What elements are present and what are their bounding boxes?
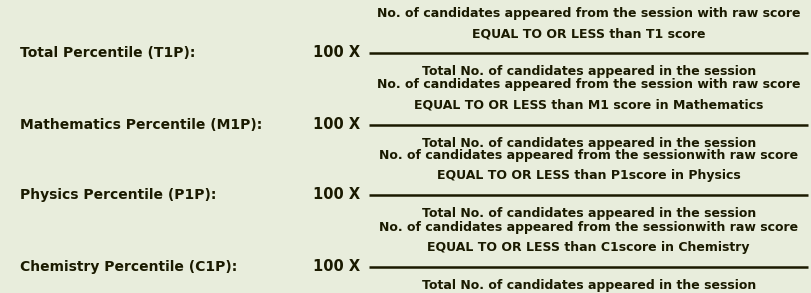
Text: 100 X: 100 X — [312, 259, 359, 274]
Text: 100 X: 100 X — [312, 187, 359, 202]
Text: EQUAL TO OR LESS than P1score in Physics: EQUAL TO OR LESS than P1score in Physics — [436, 169, 740, 182]
Text: No. of candidates appeared from the sessionwith raw score: No. of candidates appeared from the sess… — [379, 149, 797, 162]
Text: Total Percentile (T1P):: Total Percentile (T1P): — [20, 46, 195, 60]
Text: EQUAL TO OR LESS than M1 score in Mathematics: EQUAL TO OR LESS than M1 score in Mathem… — [414, 99, 762, 112]
Text: Total No. of candidates appeared in the session: Total No. of candidates appeared in the … — [421, 65, 755, 78]
Text: Mathematics Percentile (M1P):: Mathematics Percentile (M1P): — [20, 117, 262, 132]
Text: EQUAL TO OR LESS than T1 score: EQUAL TO OR LESS than T1 score — [471, 27, 705, 40]
Text: 100 X: 100 X — [312, 45, 359, 60]
Text: No. of candidates appeared from the session with raw score: No. of candidates appeared from the sess… — [376, 79, 800, 91]
Text: Total No. of candidates appeared in the session: Total No. of candidates appeared in the … — [421, 137, 755, 150]
Text: Total No. of candidates appeared in the session: Total No. of candidates appeared in the … — [421, 279, 755, 292]
Text: Total No. of candidates appeared in the session: Total No. of candidates appeared in the … — [421, 207, 755, 220]
Text: Physics Percentile (P1P):: Physics Percentile (P1P): — [20, 188, 217, 202]
Text: Chemistry Percentile (C1P):: Chemistry Percentile (C1P): — [20, 260, 238, 274]
Text: No. of candidates appeared from the sessionwith raw score: No. of candidates appeared from the sess… — [379, 221, 797, 234]
Text: No. of candidates appeared from the session with raw score: No. of candidates appeared from the sess… — [376, 7, 800, 20]
Text: 100 X: 100 X — [312, 117, 359, 132]
Text: EQUAL TO OR LESS than C1score in Chemistry: EQUAL TO OR LESS than C1score in Chemist… — [427, 241, 749, 254]
